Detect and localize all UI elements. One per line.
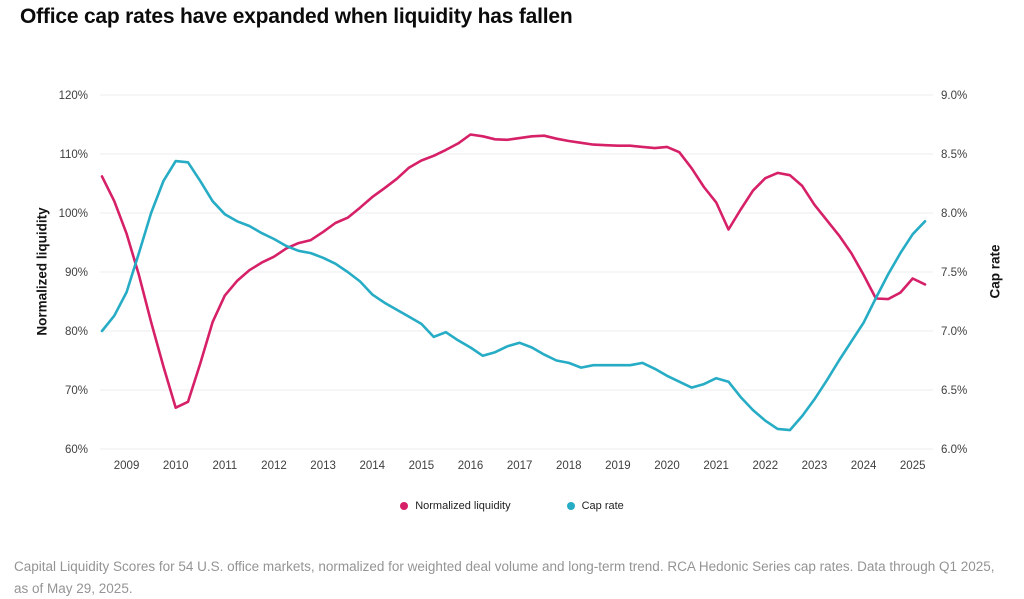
x-axis-tick-label: 2015 xyxy=(409,460,435,472)
x-axis-tick-label: 2012 xyxy=(261,460,287,472)
x-axis-tick-label: 2010 xyxy=(163,460,189,472)
x-axis-tick-label: 2018 xyxy=(556,460,582,472)
left-axis-tick-label: 100% xyxy=(59,208,88,220)
x-axis-tick-label: 2013 xyxy=(310,460,336,472)
x-axis-tick-label: 2011 xyxy=(212,460,237,472)
liquidity-dot-icon xyxy=(400,502,409,510)
left-axis-tick-label: 110% xyxy=(59,149,88,161)
x-axis-tick-label: 2021 xyxy=(703,460,729,472)
legend-label: Cap rate xyxy=(581,500,624,512)
left-axis-tick-label: 120% xyxy=(59,90,88,102)
x-axis-tick-label: 2024 xyxy=(851,460,877,472)
chart-canvas: 120% 9.0% 110% 8.5% 100% 8.0% 90% 7.5% 80% 7.0% 70… xyxy=(59,90,968,472)
right-axis-tick-label: 8.5% xyxy=(941,149,967,161)
legend-label: Normalized liquidity xyxy=(415,500,511,512)
left-axis-tick-label: 80% xyxy=(65,326,88,338)
x-axis-tick-label: 2014 xyxy=(359,460,385,472)
x-axis-tick-label: 2019 xyxy=(605,460,631,472)
x-axis-tick-label: 2022 xyxy=(753,460,779,472)
cap-rate-line xyxy=(100,159,927,432)
left-axis-tick-label: 60% xyxy=(65,444,88,456)
legend-item-cap-rate: Cap rate xyxy=(566,500,624,512)
legend-item-liquidity: Normalized liquidity xyxy=(400,500,511,512)
liquidity-line xyxy=(100,133,927,410)
right-axis-tick-label: 6.5% xyxy=(941,385,967,397)
cap-rate-dot-icon xyxy=(566,502,575,510)
left-axis-tick-label: 70% xyxy=(65,385,88,397)
chart-legend: Normalized liquidity Cap rate xyxy=(0,500,1024,512)
page-title: Office cap rates have expanded when liqu… xyxy=(20,5,573,28)
right-axis-tick-label: 7.5% xyxy=(941,267,967,279)
source-caption: Capital Liquidity Scores for 54 U.S. off… xyxy=(14,559,995,596)
x-axis-tick-label: 2009 xyxy=(114,460,140,472)
x-axis-tick-label: 2023 xyxy=(802,460,828,472)
x-axis-tick-label: 2020 xyxy=(654,460,680,472)
right-axis-tick-label: 6.0% xyxy=(941,444,967,456)
x-axis-tick-label: 2017 xyxy=(507,460,533,472)
right-axis-tick-label: 8.0% xyxy=(941,208,967,220)
right-axis-tick-label: 7.0% xyxy=(941,326,967,338)
left-axis-tick-label: 90% xyxy=(65,267,88,279)
x-axis-tick-label: 2016 xyxy=(458,460,484,472)
right-axis-tick-label: 9.0% xyxy=(941,90,967,102)
x-axis-tick-label: 2025 xyxy=(900,460,926,472)
